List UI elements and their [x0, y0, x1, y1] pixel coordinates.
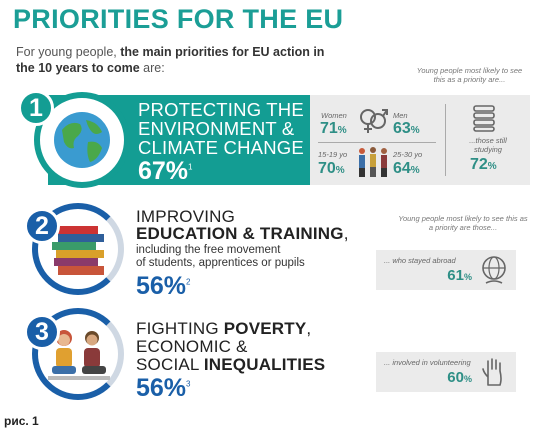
studying-label: ...those still studying — [469, 136, 507, 154]
priority2-percent: 56%2 — [136, 272, 191, 300]
priority2-title: IMPROVING EDUCATION & TRAINING, — [136, 208, 349, 242]
intro-end: are: — [139, 61, 165, 75]
priority3-ring — [32, 308, 124, 400]
abroad-box: ... who stayed abroad 61% — [376, 250, 516, 290]
priority3-line1-end: , — [306, 319, 312, 338]
volunteering-label: ... involved in volunteering — [384, 358, 471, 367]
intro-bold: the main priorities for EU action in the… — [16, 45, 325, 75]
age2-label: 25-30 yo — [393, 150, 423, 159]
women-label: Women — [321, 111, 347, 120]
priority3-line3-thin: SOCIAL — [136, 355, 204, 374]
stats-divider-v — [445, 104, 446, 176]
priority1-title: PROTECTING THE ENVIRONMENT & CLIMATE CHA… — [138, 100, 304, 157]
priority3-line3-bold: INEQUALITIES — [203, 355, 326, 374]
priority1-title-line3: CLIMATE CHANGE — [138, 137, 304, 158]
gender-symbols-icon — [357, 106, 389, 136]
priority2-sub1: including the free movement — [136, 244, 281, 256]
globe-icon — [52, 110, 112, 170]
age1-value: 70% — [318, 160, 345, 177]
priority3-title: FIGHTING POVERTY, ECONOMIC & SOCIAL INEQ… — [136, 320, 325, 374]
priority2-subtitle: including the free movement of students,… — [136, 244, 305, 270]
age2-value: 64% — [393, 160, 420, 177]
men-value: 63% — [393, 120, 420, 137]
age1-label: 15-19 yo — [318, 150, 348, 159]
studying-value: 72% — [470, 156, 497, 173]
book-stack-icon — [472, 104, 496, 132]
volunteering-box: ... involved in volunteering 60% — [376, 352, 516, 392]
intro-text: For young people, the main priorities fo… — [16, 44, 346, 76]
abroad-label: ... who stayed abroad — [384, 256, 456, 265]
priority2-ring — [32, 203, 124, 295]
priority2-number: 2 — [24, 208, 60, 244]
globe-hand-icon — [480, 255, 508, 285]
priority1-number: 1 — [18, 90, 54, 126]
priority3-line1-bold: POVERTY — [223, 319, 307, 338]
priority2-title-thin: IMPROVING — [136, 207, 236, 226]
priority2-title-comma: , — [343, 224, 349, 243]
stats-divider-h — [318, 142, 436, 143]
priority3-percent: 56%3 — [136, 374, 191, 402]
page-title: PRIORITIES FOR THE EU — [13, 4, 344, 34]
priority1-title-line2: ENVIRONMENT & — [138, 118, 295, 139]
priority1-percent: 67%1 — [138, 157, 193, 185]
priority1-hint: Young people most likely to see this as … — [416, 66, 523, 84]
volunteering-value: 60% — [447, 369, 472, 386]
women-value: 71% — [320, 120, 347, 137]
priority3-number: 3 — [24, 314, 60, 350]
book-stack-icon — [50, 222, 110, 280]
people-icon — [46, 326, 112, 386]
priority3-line1-thin: FIGHTING — [136, 319, 224, 338]
priority2-title-bold: EDUCATION & TRAINING — [136, 224, 344, 243]
raised-hand-icon — [480, 357, 508, 387]
priority3-line2: ECONOMIC & — [136, 337, 248, 356]
abroad-value: 61% — [447, 267, 472, 284]
intro-plain: For young people, — [16, 45, 121, 59]
priority1-ring — [34, 92, 130, 188]
priority2-hint: Young people most likely to see this as … — [398, 214, 528, 232]
priority1-title-line1: PROTECTING THE — [138, 99, 304, 120]
people-icon — [356, 146, 390, 178]
priority2-sub2: of students, apprentices or pupils — [136, 257, 305, 269]
men-label: Men — [393, 111, 408, 120]
figure-caption: рис. 1 — [4, 414, 39, 428]
